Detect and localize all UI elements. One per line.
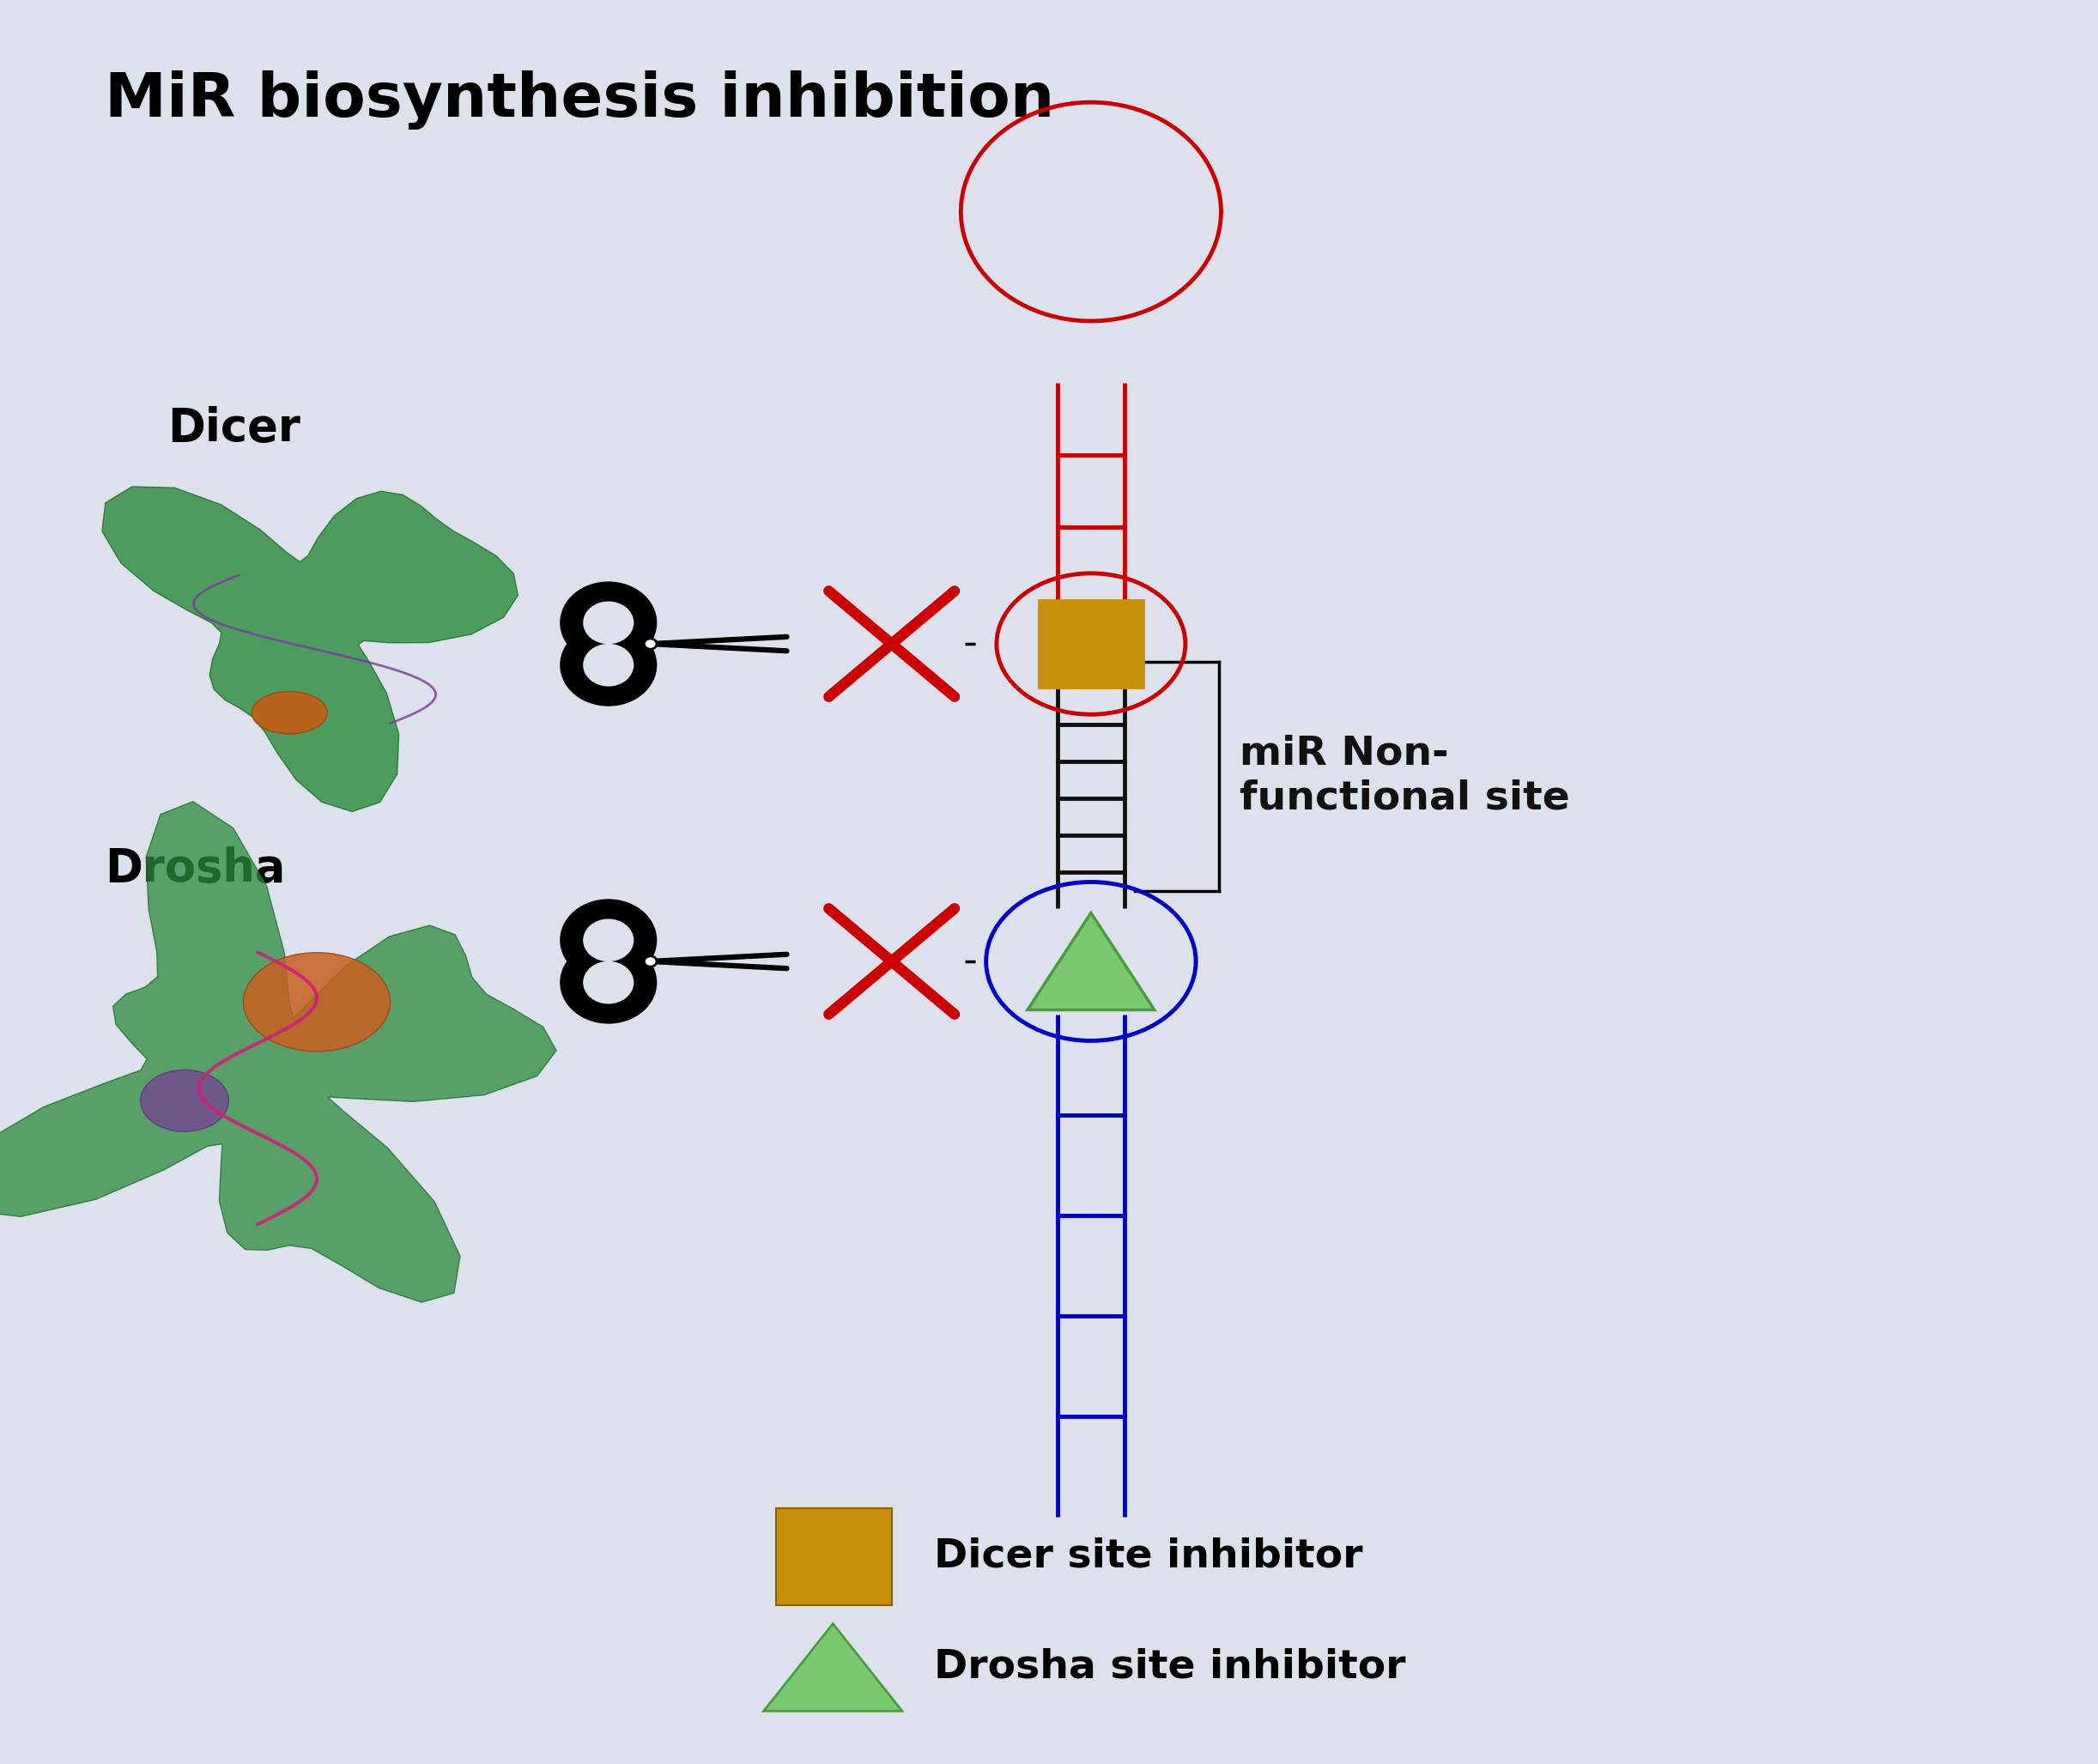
Text: miR Non-
functional site: miR Non- functional site: [1240, 734, 1569, 818]
Ellipse shape: [562, 584, 655, 662]
Text: Drosha: Drosha: [105, 847, 285, 891]
Bar: [776, 1508, 892, 1605]
Ellipse shape: [562, 901, 655, 979]
Ellipse shape: [243, 953, 390, 1051]
Ellipse shape: [583, 602, 634, 644]
Ellipse shape: [583, 919, 634, 961]
Text: Dicer site inhibitor: Dicer site inhibitor: [934, 1536, 1362, 1575]
Ellipse shape: [583, 961, 634, 1004]
Ellipse shape: [141, 1069, 229, 1132]
Ellipse shape: [583, 644, 634, 686]
Polygon shape: [103, 487, 518, 811]
Ellipse shape: [562, 626, 655, 704]
Ellipse shape: [252, 691, 327, 734]
Text: MiR biosynthesis inhibition: MiR biosynthesis inhibition: [105, 71, 1055, 131]
Circle shape: [644, 639, 657, 649]
Polygon shape: [1028, 914, 1154, 1009]
Polygon shape: [764, 1623, 902, 1711]
Text: Drosha site inhibitor: Drosha site inhibitor: [934, 1648, 1406, 1686]
Circle shape: [644, 956, 657, 967]
Bar: [1039, 600, 1143, 688]
Ellipse shape: [562, 944, 655, 1021]
Polygon shape: [0, 801, 556, 1302]
Text: Dicer: Dicer: [168, 406, 300, 450]
